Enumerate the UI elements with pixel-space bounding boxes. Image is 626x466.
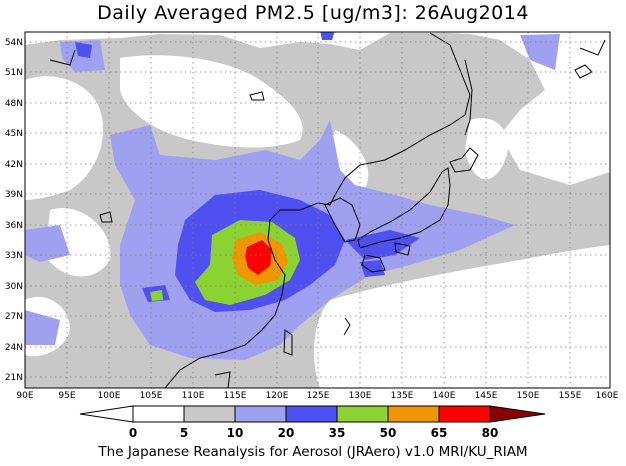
lon-tick-label: 160E <box>596 391 619 401</box>
lon-tick-label: 110E <box>182 391 205 401</box>
lon-tick-label: 115E <box>224 391 247 401</box>
lon-tick-label: 155E <box>559 391 582 401</box>
colorbar-segment-5-10 <box>183 405 236 423</box>
pm25-level-65-80 <box>245 240 272 275</box>
colorbar-label: 5 <box>180 426 188 440</box>
lat-tick-label: 39N <box>5 190 23 200</box>
lat-tick-label: 51N <box>5 68 23 78</box>
lon-tick-label: 95E <box>58 391 75 401</box>
lat-tick-label: 24N <box>5 343 23 353</box>
colorbar-label: 50 <box>380 426 397 440</box>
colorbar-label: 0 <box>129 426 137 440</box>
colorbar-label: 65 <box>431 426 448 440</box>
colorbar-segment-10-20 <box>234 405 287 423</box>
colorbar-segment-35-50 <box>336 405 389 423</box>
lon-tick-label: 105E <box>140 391 163 401</box>
lat-tick-label: 27N <box>5 312 23 322</box>
lon-tick-label: 100E <box>98 391 121 401</box>
credit-line: The Japanese Reanalysis for Aerosol (JRA… <box>98 444 528 460</box>
map-title: Daily Averaged PM2.5 [ug/m3]: 26Aug2014 <box>97 2 529 24</box>
lon-tick-label: 90E <box>16 391 33 401</box>
lat-tick-label: 54N <box>5 38 23 48</box>
lon-tick-label: 130E <box>349 391 372 401</box>
lon-tick-label: 150E <box>517 391 540 401</box>
lat-tick-label: 30N <box>5 282 23 292</box>
colorbar-segment-0-5 <box>132 405 185 423</box>
lat-tick-label: 21N <box>5 373 23 383</box>
lat-tick-label: 33N <box>5 251 23 261</box>
colorbar-labels: 0 5 10 20 35 50 65 80 <box>129 426 499 440</box>
colorbar <box>79 405 546 423</box>
lat-axis: 54N 51N 48N 45N 42N 39N 36N 33N 30N 27N … <box>5 38 23 383</box>
lat-tick-label: 42N <box>5 160 23 170</box>
lat-tick-label: 48N <box>5 99 23 109</box>
colorbar-over-arrow <box>489 405 546 423</box>
colorbar-segment-50-65 <box>387 405 440 423</box>
colorbar-label: 80 <box>482 426 499 440</box>
coastlines <box>49 32 606 388</box>
colorbar-under-arrow <box>79 405 134 423</box>
lon-tick-label: 125E <box>307 391 330 401</box>
lon-tick-label: 120E <box>266 391 289 401</box>
lon-tick-label: 135E <box>391 391 414 401</box>
lat-tick-label: 36N <box>5 221 23 231</box>
lon-tick-label: 145E <box>475 391 498 401</box>
map-frame <box>24 31 611 389</box>
lat-tick-label: 45N <box>5 129 23 139</box>
lon-tick-label: 140E <box>433 391 456 401</box>
colorbar-label: 10 <box>227 426 244 440</box>
colorbar-segment-20-35 <box>285 405 338 423</box>
pm25-field <box>25 32 610 388</box>
colorbar-label: 20 <box>278 426 295 440</box>
colorbar-segment-65-80 <box>438 405 491 423</box>
colorbar-label: 35 <box>329 426 346 440</box>
lon-axis: 90E 95E 100E 105E 110E 115E 120E 125E 13… <box>16 391 618 401</box>
